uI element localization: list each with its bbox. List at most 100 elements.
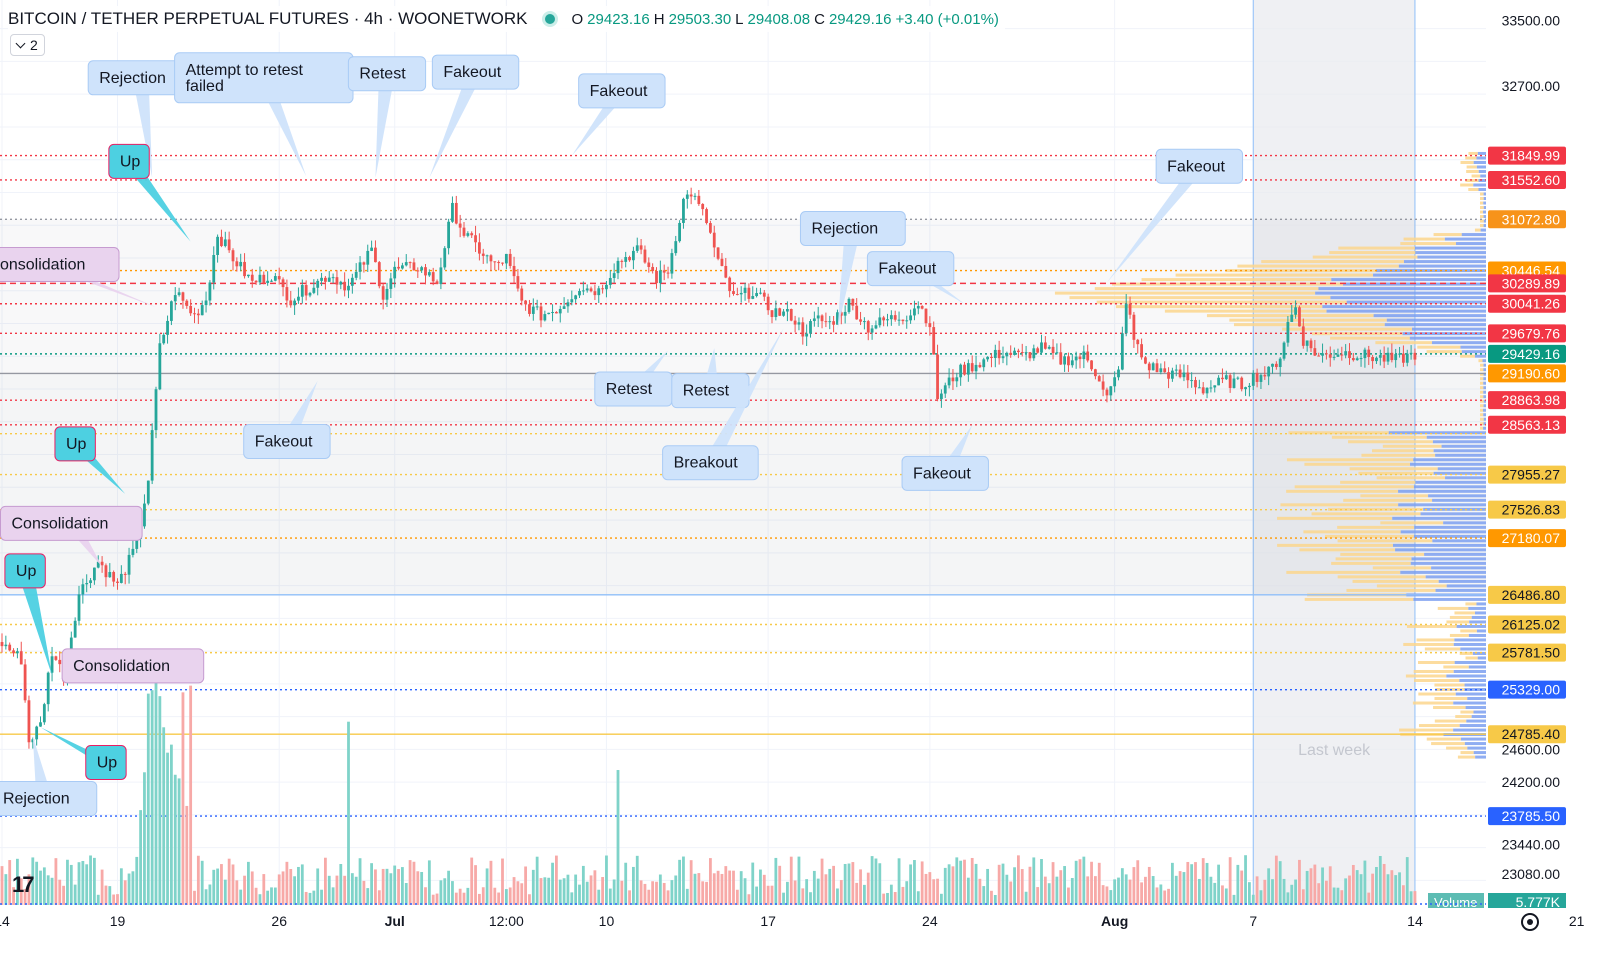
close-key: C bbox=[814, 10, 825, 28]
candle-body bbox=[916, 306, 920, 309]
volume-bar bbox=[1386, 874, 1390, 905]
volume-profile-bar-up bbox=[1465, 602, 1477, 606]
annotation-box[interactable] bbox=[243, 423, 331, 459]
candle-body bbox=[362, 262, 366, 265]
candle-body bbox=[181, 292, 185, 301]
volume-profile-bar-down bbox=[1446, 674, 1486, 678]
price-level-badge[interactable] bbox=[1488, 210, 1566, 229]
price-level-badge[interactable] bbox=[1488, 274, 1566, 293]
volume-bar bbox=[531, 869, 535, 905]
volume-bar bbox=[970, 857, 974, 905]
price-level-badge[interactable] bbox=[1488, 344, 1566, 363]
candle-body bbox=[755, 293, 758, 297]
annotation-box[interactable] bbox=[0, 505, 143, 541]
price-level-badge[interactable] bbox=[1488, 643, 1566, 662]
volume-profile-bar-down bbox=[1443, 521, 1486, 525]
volume-bar bbox=[343, 875, 347, 905]
price-level-value: 28563.13 bbox=[1502, 417, 1561, 433]
volume-bar bbox=[408, 860, 412, 905]
indicators-toggle-button[interactable]: 2 bbox=[10, 34, 45, 56]
annotation-box[interactable] bbox=[85, 744, 127, 780]
price-level-badge[interactable] bbox=[1488, 529, 1566, 548]
volume-profile-bar-up bbox=[1426, 350, 1462, 354]
volume-profile-bar-up bbox=[1480, 408, 1484, 412]
candle-body bbox=[474, 235, 477, 243]
high-key: H bbox=[653, 10, 665, 28]
volume-bar bbox=[524, 866, 527, 905]
volume-profile-bar-up bbox=[1431, 742, 1465, 746]
volume-bar bbox=[204, 889, 208, 905]
candle-body bbox=[447, 221, 450, 249]
volume-bar bbox=[1163, 890, 1167, 905]
annotation-box[interactable] bbox=[1155, 148, 1244, 184]
price-level-badge[interactable] bbox=[1488, 170, 1566, 189]
price-level-badge[interactable] bbox=[1488, 500, 1566, 519]
annotation-box[interactable] bbox=[901, 455, 989, 491]
volume-bar bbox=[146, 693, 150, 905]
volume-bar bbox=[1336, 887, 1340, 905]
candle-body bbox=[593, 291, 597, 296]
volume-bar bbox=[362, 880, 366, 905]
price-level-badge[interactable] bbox=[1488, 294, 1566, 313]
volume-bar bbox=[1178, 871, 1182, 905]
volume-profile-bar-down bbox=[1483, 399, 1486, 403]
volume-profile-bar-down bbox=[1315, 291, 1486, 295]
volume-profile-bar-down bbox=[1453, 642, 1486, 646]
price-level-badge[interactable] bbox=[1488, 465, 1566, 484]
candle-body bbox=[1067, 356, 1070, 366]
candle-body bbox=[143, 503, 146, 527]
symbol-title[interactable]: BITCOIN / TETHER PERPETUAL FUTURES · 4h … bbox=[8, 9, 528, 28]
candle-body bbox=[16, 651, 19, 654]
annotation-box[interactable] bbox=[0, 781, 98, 817]
price-level-badge[interactable] bbox=[1488, 725, 1566, 744]
volume-profile-bar-up bbox=[1480, 206, 1484, 210]
annotation-box[interactable] bbox=[866, 251, 955, 287]
annotation-box[interactable] bbox=[799, 211, 906, 247]
candle-body bbox=[805, 333, 809, 337]
price-level-badge[interactable] bbox=[1488, 615, 1566, 634]
price-level-badge[interactable] bbox=[1488, 585, 1566, 604]
annotation-box[interactable] bbox=[61, 648, 205, 684]
annotation-box[interactable] bbox=[431, 54, 520, 90]
volume-profile-bar-up bbox=[1372, 449, 1434, 453]
annotation-box[interactable] bbox=[108, 143, 150, 179]
volume-profile-bar-down bbox=[1476, 165, 1486, 169]
price-level-badge[interactable] bbox=[1488, 146, 1566, 165]
price-level-badge[interactable] bbox=[1488, 364, 1566, 383]
volume-profile-bar-down bbox=[1466, 719, 1486, 723]
volume-bar bbox=[119, 868, 123, 905]
volume-profile-bar-down bbox=[1483, 201, 1486, 205]
price-level-badge[interactable] bbox=[1488, 807, 1566, 826]
price-level-badge[interactable] bbox=[1488, 680, 1566, 699]
tradingview-logo-icon[interactable]: 17 bbox=[12, 872, 35, 897]
volume-bar bbox=[774, 857, 778, 905]
volume-bar bbox=[724, 866, 728, 905]
volume-profile-bar-up bbox=[1468, 151, 1478, 155]
annotation-box[interactable] bbox=[4, 553, 46, 589]
annotation-box[interactable] bbox=[578, 73, 666, 109]
price-level-badge[interactable] bbox=[1488, 324, 1566, 343]
gear-icon[interactable] bbox=[1521, 913, 1539, 931]
volume-profile-bar-up bbox=[1417, 345, 1461, 349]
price-level-badge[interactable] bbox=[1488, 391, 1566, 410]
volume-bar bbox=[1248, 882, 1251, 905]
volume-bar bbox=[231, 864, 235, 905]
volume-bar bbox=[4, 874, 8, 905]
volume-bar bbox=[508, 887, 512, 905]
volume-profile-bar-down bbox=[1402, 332, 1486, 336]
candle-body bbox=[1109, 386, 1113, 396]
volume-profile-bar-up bbox=[1480, 426, 1484, 430]
volume-bar bbox=[1001, 863, 1005, 905]
annotation-box[interactable] bbox=[0, 247, 120, 283]
annotation-box[interactable] bbox=[347, 56, 427, 92]
volume-bar bbox=[1209, 876, 1213, 905]
volume-profile-bar-up bbox=[1229, 318, 1387, 322]
annotation-box[interactable] bbox=[54, 426, 96, 462]
volume-profile-bar-down bbox=[1455, 242, 1486, 246]
volume-bar bbox=[493, 887, 497, 905]
price-level-badge[interactable] bbox=[1488, 415, 1566, 434]
annotation-box[interactable] bbox=[662, 445, 759, 481]
candle-body bbox=[297, 296, 300, 301]
price-level-value: 25781.50 bbox=[1502, 645, 1561, 661]
